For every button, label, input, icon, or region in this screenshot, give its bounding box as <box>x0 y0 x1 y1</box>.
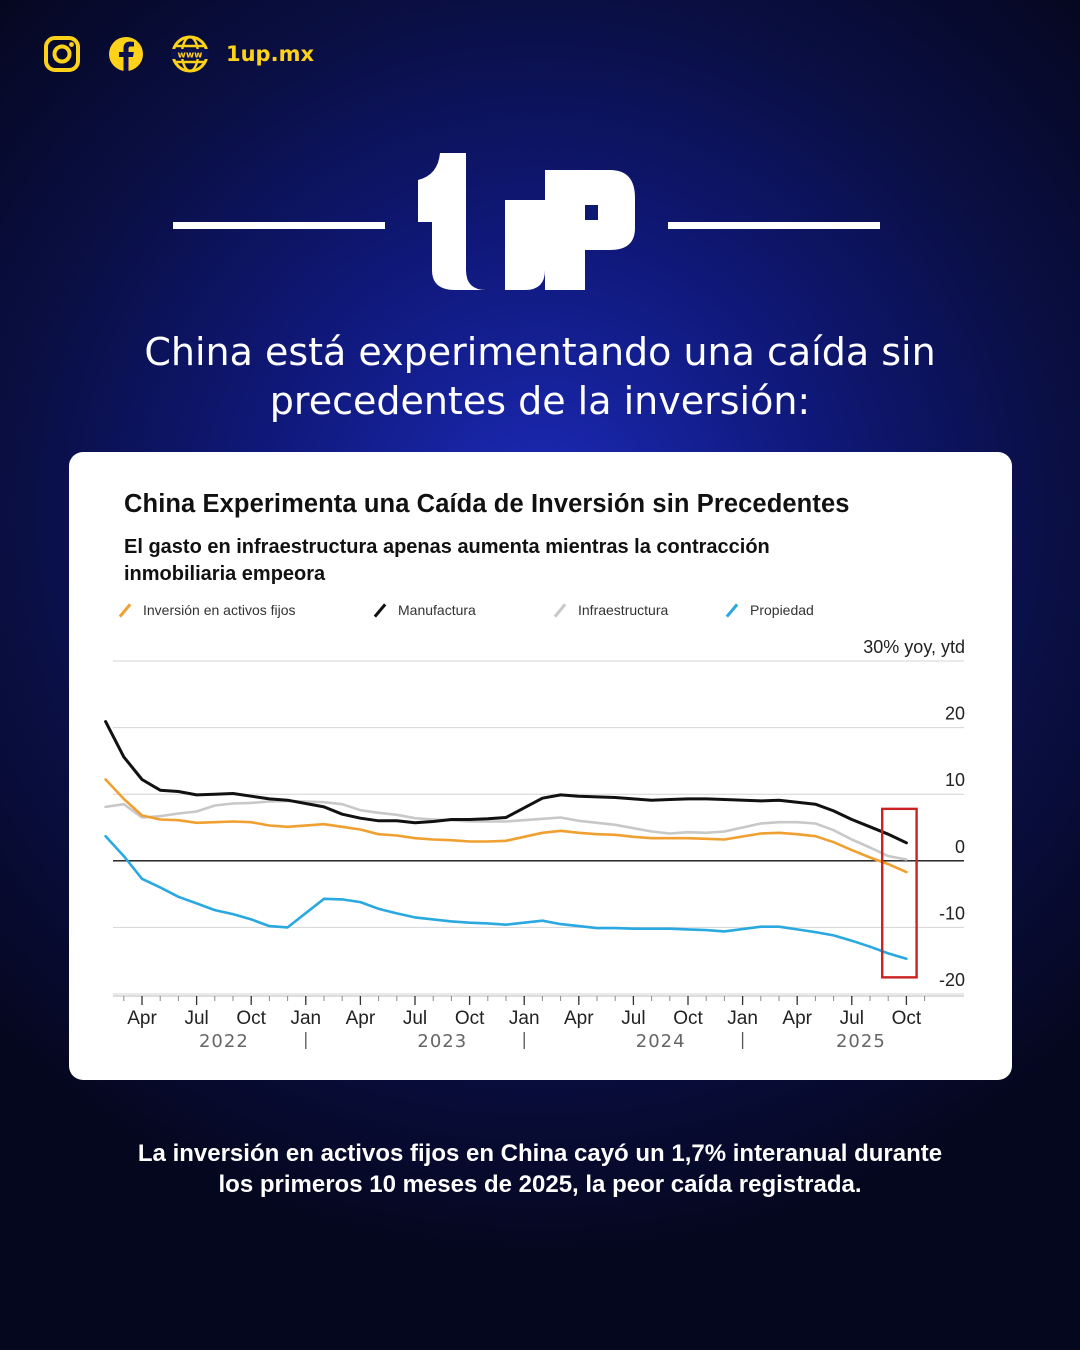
logo-divider-right <box>668 222 880 229</box>
legend-label: Inversión en activos fijos <box>143 602 296 618</box>
x-tick-label: Oct <box>236 1008 266 1029</box>
www-globe-icon[interactable]: www <box>168 32 212 76</box>
x-tick-label: Apr <box>782 1008 812 1029</box>
x-year-label: 2024 <box>636 1031 686 1052</box>
x-tick-label: Oct <box>892 1008 922 1029</box>
x-tick-label: Apr <box>564 1008 594 1029</box>
chart-subtitle: El gasto en infraestructura apenas aumen… <box>124 536 770 585</box>
svg-text:www: www <box>178 51 203 61</box>
legend-item-manufacturing: Manufactura <box>372 602 476 618</box>
line-chart: 30% yoy, ytd 20 10 0 -10 -20 Apr Jul Oct Jan Apr Ju… <box>104 637 965 1052</box>
site-link[interactable]: 1up.mx <box>226 42 314 66</box>
y-tick-label: -20 <box>939 970 965 990</box>
page-headline: China está experimentando una caída sin … <box>144 330 936 423</box>
legend-label: Manufactura <box>398 602 476 618</box>
series-line-infrastructure <box>104 799 908 861</box>
series-line-manufacturing <box>104 720 908 845</box>
x-tick-label: Jul <box>621 1008 645 1029</box>
chart-legend: Inversión en activos fijos Manufactura I… <box>69 602 1012 622</box>
brand-logo <box>418 153 635 290</box>
y-tick-label: -10 <box>939 903 965 923</box>
footer-caption: La inversión en activos fijos en China c… <box>137 1140 943 1198</box>
legend-item-infrastructure: Infraestructura <box>552 602 668 618</box>
chart-title: China Experimenta una Caída de Inversión… <box>124 490 850 518</box>
x-year-label: 2023 <box>417 1031 467 1052</box>
y-tick-label: 20 <box>945 704 965 724</box>
x-year-label: 2025 <box>836 1031 886 1052</box>
x-tick-label: Apr <box>127 1008 157 1029</box>
x-tick-label: Oct <box>673 1008 703 1029</box>
x-tick-label: Oct <box>455 1008 485 1029</box>
chart-card: China Experimenta una Caída de Inversión… <box>69 452 1012 1080</box>
legend-label: Propiedad <box>750 602 814 618</box>
legend-item-fixed-investment: Inversión en activos fijos <box>117 602 296 618</box>
x-tick-label: Apr <box>346 1008 376 1029</box>
x-tick-label: Jul <box>184 1008 208 1029</box>
x-tick-label: Jul <box>840 1008 864 1029</box>
y-tick-label: 30% yoy, ytd <box>863 637 965 657</box>
x-tick-label: Jan <box>727 1008 758 1029</box>
legend-item-property: Propiedad <box>724 602 814 618</box>
logo-divider-left <box>173 222 385 229</box>
legend-label: Infraestructura <box>578 602 669 618</box>
x-year-label: 2022 <box>199 1031 249 1052</box>
y-tick-label: 0 <box>955 837 965 857</box>
x-tick-label: Jan <box>509 1008 540 1029</box>
highlight-box <box>881 807 918 979</box>
series-line-property <box>104 834 908 961</box>
x-tick-label: Jul <box>403 1008 427 1029</box>
x-tick-label: Jan <box>290 1008 321 1029</box>
y-tick-label: 10 <box>945 770 965 790</box>
instagram-icon[interactable] <box>40 32 84 76</box>
series-line-fixed-investment <box>104 778 908 874</box>
facebook-icon[interactable] <box>104 32 148 76</box>
social-bar: www 1up.mx <box>40 32 314 76</box>
